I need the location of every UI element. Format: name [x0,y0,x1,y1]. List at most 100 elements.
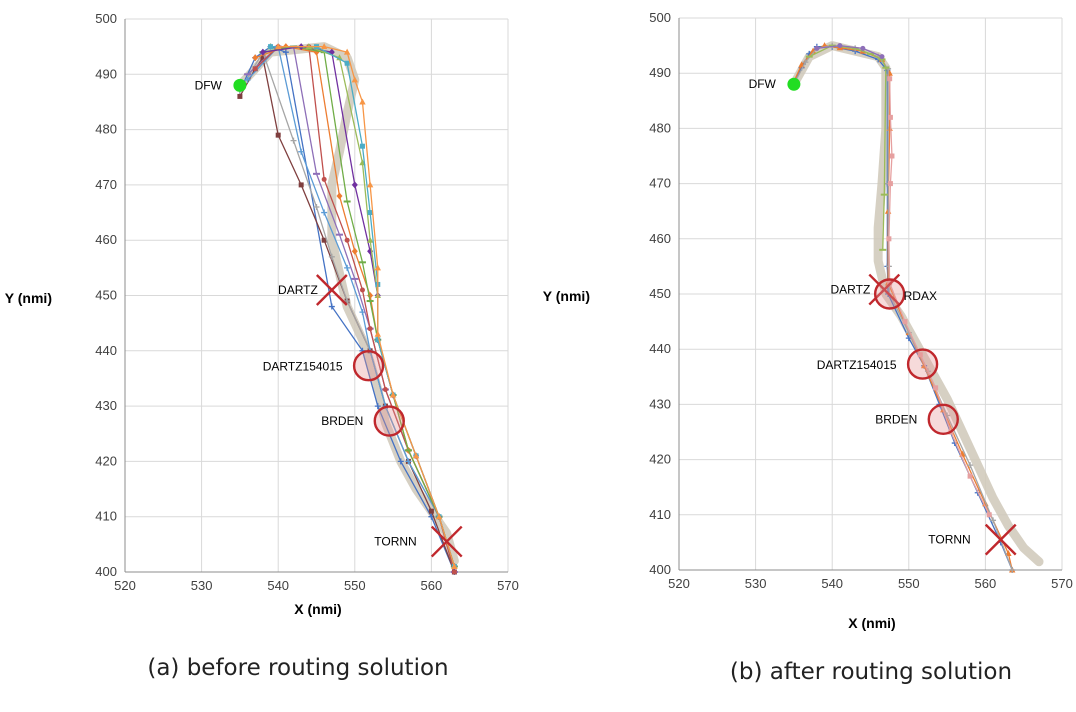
trajectory-point [382,387,388,393]
trajectory-point [366,181,374,188]
trajectory-line [278,46,456,567]
waypoint-x-marker [430,525,463,558]
trajectory-point [933,385,939,391]
trajectory-point [359,98,366,105]
waypoint-circle-marker [873,278,906,310]
waypoint-label: DARTZ154015 [263,360,343,374]
trajectory-point [389,391,397,398]
trajectory-point [887,181,893,187]
y-tick-label: 450 [649,286,671,301]
trajectory-point [321,209,328,216]
waypoint-label: BRDEN [875,412,917,426]
trajectory-point [367,326,373,332]
x-tick-label: 560 [421,578,443,593]
waypoint-label: BRDEN [321,414,363,428]
trajectory-line [270,46,456,567]
y-tick-label: 490 [649,65,671,80]
waypoint-label: TORNN [374,535,416,549]
waypoint-label: TORNN [928,533,970,547]
trajectory-point [343,48,351,55]
trajectory-point [366,236,374,243]
trajectory-point [412,452,420,459]
y-tick-label: 410 [649,507,671,522]
trajectory-point [1009,567,1016,573]
trajectory-point [344,298,351,305]
trajectory-series [790,42,1016,573]
waypoint-circle-marker [373,405,405,437]
waypoint-label: DARTZ [831,283,871,297]
x-tick-label: 550 [898,576,920,591]
y-tick-label: 460 [649,231,671,246]
waypoint-x-marker [984,523,1017,556]
waypoint-label: DARTZ [278,283,318,297]
nominal-track [789,41,1044,567]
trajectory-point [290,137,297,144]
trajectory-line [816,44,883,58]
trajectory-line [270,46,456,567]
waypoint-label: DARTZ154015 [817,358,897,372]
chart-after-routing: 520 530 540 550 560 570 400 410 420 430 440 450 460 4… [543,10,1073,685]
trajectory-point [328,303,335,310]
origin-label: DFW [195,78,223,92]
x-tick-label: 530 [745,576,767,591]
trajectory-point [282,49,289,56]
trajectory-point [397,458,404,465]
trajectory-point [359,143,365,149]
x-tick-label: 530 [191,578,213,593]
trajectory-point [252,54,259,62]
trajectory-point [351,76,358,83]
y-tick-label: 470 [95,177,117,192]
trajectory-point [405,458,412,465]
origin-marker [233,78,247,92]
trajectory-point [374,330,381,337]
trajectory-point [887,114,893,120]
y-tick-label: 420 [649,452,671,467]
trajectory-point [428,508,434,514]
y-tick-label: 500 [649,10,671,25]
trajectory-point [351,247,358,255]
trajectory-point [814,45,820,51]
trajectory-point [887,76,893,82]
y-axis-label: Y (nmi) [5,290,52,306]
trajectory-point [321,176,327,182]
x-tick-label: 540 [267,578,289,593]
trajectory-point [809,47,817,54]
trajectory-point [260,55,266,61]
y-tick-label: 420 [95,453,117,468]
y-tick-label: 500 [95,11,117,26]
y-tick-label: 480 [649,120,671,135]
trajectory-point [259,48,266,56]
trajectory-point [374,264,381,271]
gridlines [124,18,509,573]
waypoint-x-marker [315,274,348,306]
trajectory-point [990,517,997,524]
trajectory-point [917,352,923,358]
trajectory-point [344,264,351,271]
origin-marker [787,77,801,91]
x-tick-label: 540 [821,576,843,591]
x-tick-label: 570 [1051,576,1073,591]
trajectory-point [336,192,343,200]
y-tick-label: 470 [649,176,671,191]
y-tick-label: 400 [95,564,117,579]
y-tick-label: 430 [649,396,671,411]
chart-caption: (a) before routing solution [147,655,448,681]
trajectory-point [298,148,305,155]
y-tick-label: 410 [95,509,117,524]
trajectory-point [252,66,258,72]
x-axis-label: X (nmi) [848,615,895,631]
x-tick-label: 560 [975,576,997,591]
y-tick-label: 450 [95,288,117,303]
y-tick-label: 400 [649,562,671,577]
waypoint-circle-marker [927,403,959,436]
y-tick-label: 440 [649,341,671,356]
x-axis-label: X (nmi) [294,601,341,617]
trajectory-point [967,473,973,479]
waypoint-circle-marker [906,348,939,380]
trajectory-line [808,44,887,250]
chart-caption: (b) after routing solution [730,659,1012,685]
trajectory-point [374,403,381,410]
trajectory-line [793,44,1013,571]
trajectory-series [814,43,885,60]
